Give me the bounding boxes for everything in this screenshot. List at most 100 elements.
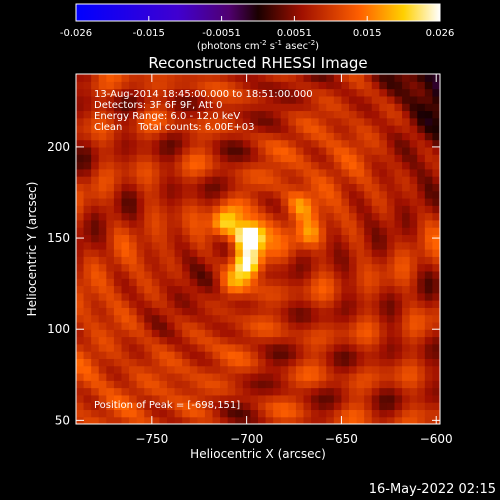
heatmap-cell bbox=[204, 74, 214, 82]
heatmap-cell bbox=[167, 168, 176, 177]
heatmap-cell bbox=[106, 402, 115, 411]
heatmap-cell bbox=[424, 343, 434, 352]
heatmap-cell bbox=[258, 132, 267, 141]
heatmap-cell bbox=[402, 365, 411, 374]
heatmap-cell bbox=[204, 278, 214, 287]
heatmap-cell bbox=[295, 95, 305, 104]
heatmap-cell bbox=[242, 358, 252, 367]
heatmap-cell bbox=[432, 161, 440, 170]
heatmap-cell bbox=[409, 307, 418, 316]
heatmap-cell bbox=[311, 409, 320, 418]
heatmap-cell bbox=[311, 292, 320, 301]
heatmap-cell bbox=[174, 380, 183, 389]
heatmap-cell bbox=[424, 81, 434, 90]
heatmap-cell bbox=[258, 365, 267, 374]
heatmap-cell bbox=[113, 351, 123, 359]
heatmap-cell bbox=[197, 212, 206, 221]
heatmap-cell bbox=[341, 81, 350, 90]
heatmap-cell bbox=[204, 300, 214, 308]
heatmap-cell bbox=[424, 88, 434, 97]
heatmap-cell bbox=[197, 205, 206, 214]
heatmap-cell bbox=[106, 139, 115, 148]
heatmap-cell bbox=[235, 343, 244, 352]
heatmap-cell bbox=[242, 270, 252, 279]
heatmap-cell bbox=[409, 292, 418, 301]
heatmap-cell bbox=[98, 263, 107, 272]
heatmap-cell bbox=[182, 241, 191, 250]
heatmap-cell bbox=[151, 125, 161, 133]
heatmap-cell bbox=[409, 263, 418, 272]
heatmap-cell bbox=[106, 205, 115, 214]
heatmap-cell bbox=[265, 139, 274, 148]
heatmap-cell bbox=[151, 146, 161, 155]
heatmap-cell bbox=[409, 146, 418, 155]
heatmap-cell bbox=[311, 88, 320, 97]
heatmap-cell bbox=[273, 81, 282, 90]
heatmap-cell bbox=[417, 176, 426, 184]
heatmap-cell bbox=[356, 139, 365, 148]
heatmap-cell bbox=[167, 278, 176, 287]
heatmap-cell bbox=[98, 270, 107, 279]
heatmap-cell bbox=[242, 190, 252, 199]
heatmap-cell bbox=[182, 168, 191, 177]
x-axis-label: Heliocentric X (arcsec) bbox=[190, 447, 326, 461]
heatmap-cell bbox=[295, 110, 305, 119]
heatmap-cell bbox=[318, 161, 327, 170]
heatmap-cell bbox=[242, 380, 252, 389]
heatmap-cell bbox=[280, 176, 289, 184]
heatmap-cell bbox=[265, 365, 274, 374]
heatmap-cell bbox=[258, 321, 267, 330]
heatmap-cell bbox=[326, 81, 335, 90]
heatmap-cell bbox=[349, 183, 358, 192]
heatmap-cell bbox=[174, 227, 183, 236]
heatmap-cell bbox=[113, 321, 123, 330]
heatmap-cell bbox=[409, 300, 418, 308]
heatmap-cell bbox=[91, 110, 100, 119]
heatmap-cell bbox=[371, 110, 380, 119]
heatmap-cell bbox=[341, 394, 350, 403]
heatmap-cell bbox=[280, 321, 289, 330]
heatmap-cell bbox=[356, 351, 365, 359]
heatmap-cell bbox=[273, 329, 282, 338]
heatmap-cell bbox=[98, 285, 107, 294]
heatmap-cell bbox=[204, 125, 214, 133]
heatmap-cell bbox=[250, 117, 259, 126]
heatmap-cell bbox=[258, 117, 267, 126]
heatmap-cell bbox=[159, 351, 168, 359]
heatmap-cell bbox=[182, 351, 191, 359]
heatmap-cell bbox=[174, 372, 183, 381]
heatmap-cell bbox=[333, 132, 343, 141]
heatmap-cell bbox=[197, 176, 206, 184]
heatmap-cell bbox=[106, 336, 115, 345]
heatmap-cell bbox=[265, 227, 274, 236]
heatmap-cell bbox=[242, 365, 252, 374]
heatmap-cell bbox=[273, 74, 282, 82]
heatmap-cell bbox=[349, 125, 358, 133]
heatmap-cell bbox=[204, 103, 214, 112]
heatmap-cell bbox=[151, 256, 161, 265]
heatmap-cell bbox=[295, 409, 305, 418]
heatmap-cell bbox=[326, 336, 335, 345]
heatmap-cell bbox=[91, 351, 100, 359]
heatmap-cell bbox=[151, 219, 161, 228]
heatmap-cell bbox=[417, 387, 426, 396]
heatmap-cell bbox=[371, 314, 380, 323]
heatmap-cell bbox=[98, 329, 107, 338]
heatmap-cell bbox=[379, 336, 388, 345]
heatmap-cell bbox=[364, 146, 373, 155]
heatmap-cell bbox=[91, 358, 100, 367]
heatmap-cell bbox=[258, 300, 267, 308]
heatmap-cell bbox=[151, 278, 161, 287]
heatmap-cell bbox=[242, 300, 252, 308]
heatmap-cell bbox=[83, 219, 92, 228]
heatmap-cell bbox=[144, 74, 153, 82]
heatmap-cell bbox=[189, 416, 198, 424]
heatmap-cell bbox=[424, 416, 434, 424]
heatmap-cell bbox=[235, 416, 244, 424]
heatmap-cell bbox=[371, 256, 380, 265]
heatmap-cell bbox=[220, 95, 229, 104]
heatmap-cell bbox=[258, 154, 267, 163]
heatmap-cell bbox=[227, 110, 236, 119]
heatmap-cell bbox=[167, 329, 176, 338]
heatmap-cell bbox=[371, 351, 380, 359]
